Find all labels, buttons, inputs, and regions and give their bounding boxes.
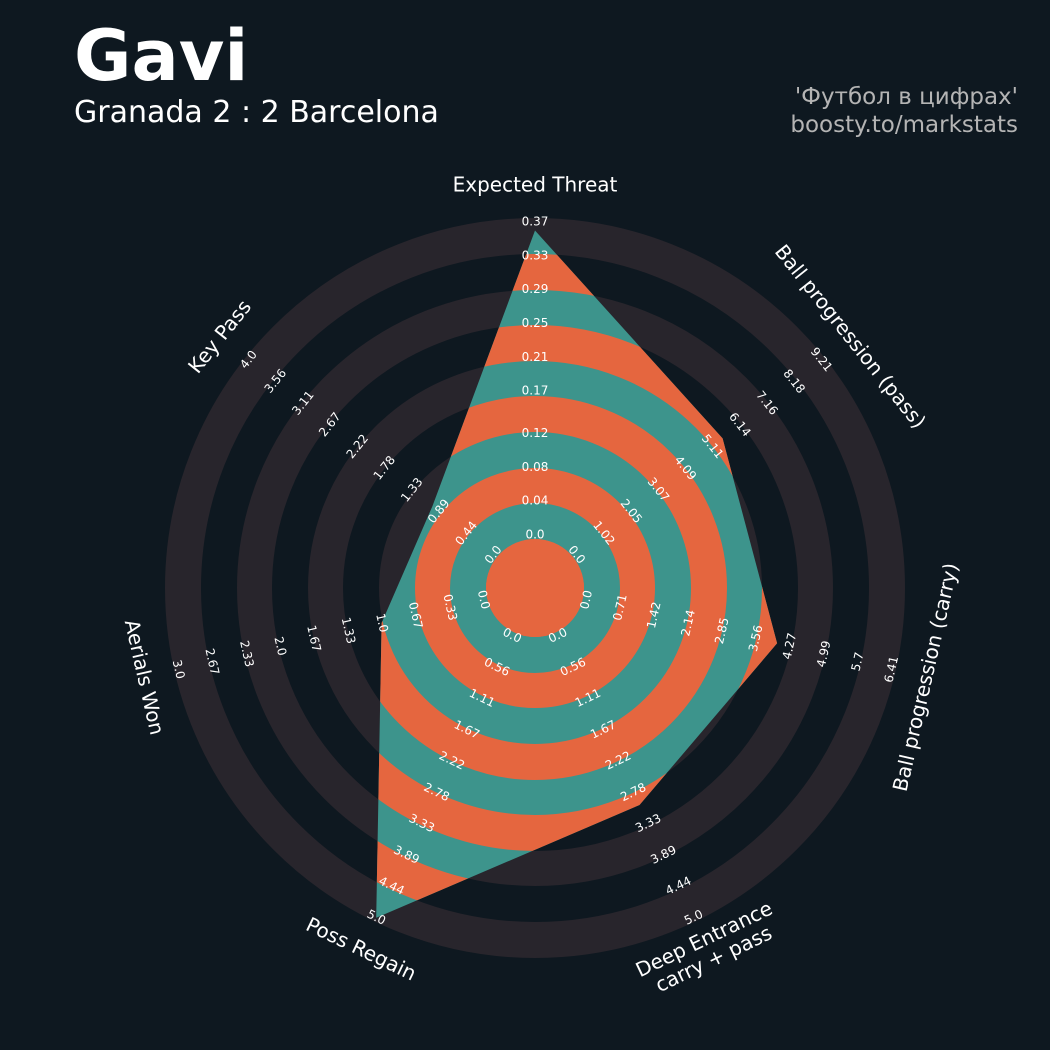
tick-label: 0.12 [522, 426, 549, 440]
center-circle [486, 539, 584, 637]
tick-label: 2.67 [202, 647, 222, 676]
credit: boosty.to/markstats [790, 112, 1018, 138]
tick-label: 0.67 [406, 601, 426, 630]
tick-label: 0.17 [522, 384, 549, 398]
tick-label: 1.0 [373, 612, 391, 634]
chart-subtitle: Granada 2 : 2 Barcelona [74, 95, 439, 130]
tick-label: 0.0 [577, 589, 595, 611]
radar-ring [415, 468, 655, 708]
tick-label: 0.71 [610, 593, 630, 622]
tick-label: 4.99 [814, 639, 834, 668]
tick-label: 0.21 [522, 350, 549, 364]
tick-label: 2.14 [678, 608, 698, 637]
tick-label: 0.04 [522, 494, 549, 508]
tick-label: 0.08 [522, 460, 549, 474]
tick-label: 2.85 [712, 616, 732, 645]
chart-title: Gavi [74, 15, 248, 97]
param-label: Expected Threat [453, 173, 618, 197]
tick-label: 0.29 [522, 282, 549, 296]
tick-label: 2.0 [271, 635, 289, 657]
tick-label: 0.25 [522, 316, 549, 330]
tick-label: 5.7 [849, 651, 867, 673]
tick-label: 0.37 [522, 215, 549, 229]
radar-ring [376, 396, 727, 780]
tick-label: 0.33 [440, 593, 460, 622]
tick-label: 2.33 [237, 639, 257, 668]
tick-label: 0.33 [522, 248, 549, 262]
tick-label: 1.67 [304, 624, 324, 653]
tick-label: 0.0 [525, 528, 544, 542]
credit: 'Футбол в цифрах' [795, 84, 1018, 110]
tick-label: 4.27 [780, 631, 800, 660]
tick-label: 3.56 [746, 624, 766, 653]
tick-label: 1.33 [339, 616, 359, 645]
tick-label: 0.0 [475, 589, 493, 611]
tick-label: 6.41 [882, 655, 902, 684]
tick-label: 1.42 [644, 601, 664, 630]
tick-label: 3.0 [170, 658, 188, 680]
radar-ring [376, 325, 778, 851]
